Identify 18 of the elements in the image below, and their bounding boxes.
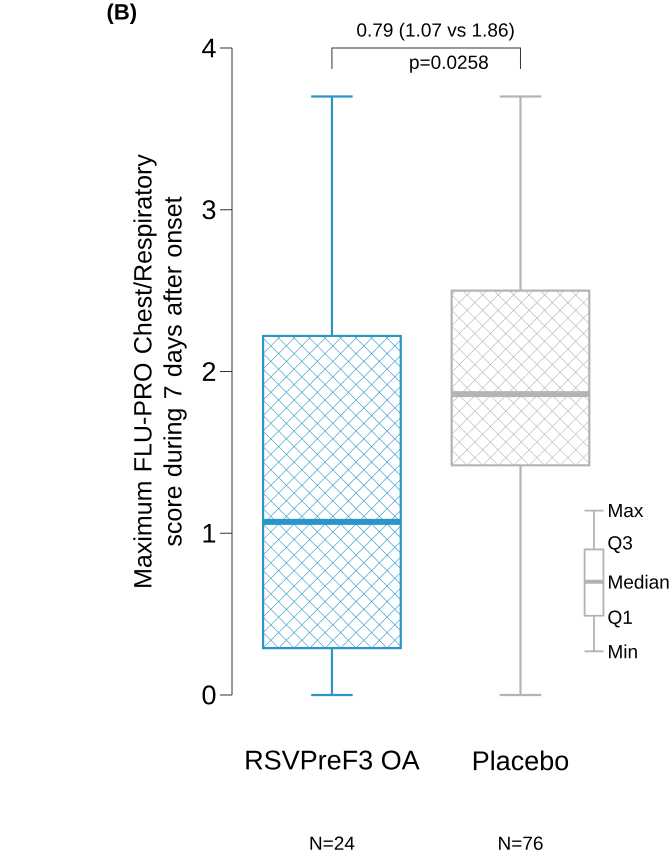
annotation: Max xyxy=(609,504,644,518)
text: (B) xyxy=(108,4,136,24)
annotation: Q1 xyxy=(608,610,632,628)
annotation: Q3 xyxy=(608,536,632,554)
y-tick-label: 4 xyxy=(202,38,216,58)
x-tick-label: Placebo xyxy=(474,750,568,770)
annotation: Median xyxy=(609,574,669,589)
y-tick-label: 0 xyxy=(202,685,216,705)
text: N=24 xyxy=(310,836,354,850)
y-tick-label: 1 xyxy=(204,524,216,543)
x-tick-label: RSVPreF3 OA xyxy=(246,750,420,770)
y-tick-label: 2 xyxy=(202,362,216,381)
y-tick-label: 3 xyxy=(202,200,216,220)
annotation: Min xyxy=(609,644,637,658)
annotation: p=0.0258 xyxy=(410,56,488,73)
text: 0.79 (1.07 vs 1.86) xyxy=(357,22,514,40)
y-axis-title: Maximum FLU-PRO Chest/Respiratory score during 7 days after onset xyxy=(133,154,187,587)
text: N=76 xyxy=(499,836,543,850)
